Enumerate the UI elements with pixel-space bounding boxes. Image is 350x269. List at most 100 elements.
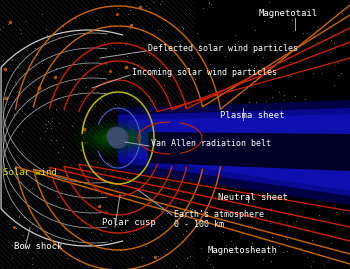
Point [228,175,233,179]
Point [327,49,332,54]
Point [147,53,152,57]
Point [139,255,145,259]
Point [29,222,35,226]
Point [98,232,104,236]
Point [328,37,334,42]
Point [14,82,19,87]
Point [177,200,182,204]
Point [309,238,315,242]
Point [22,238,28,242]
Point [198,246,204,250]
Point [159,142,164,147]
Point [39,12,44,16]
Point [145,197,150,201]
Ellipse shape [102,132,134,144]
Point [294,143,300,147]
Point [124,42,129,46]
Point [0,58,5,62]
Point [60,145,66,149]
Point [2,67,8,71]
Point [0,24,6,29]
Point [44,230,50,234]
Point [142,73,148,78]
Point [183,229,188,233]
Point [283,124,289,128]
Text: Earth's atmosphere: Earth's atmosphere [174,210,264,219]
Point [125,12,131,16]
Point [315,161,321,165]
Point [82,139,88,144]
Ellipse shape [73,119,163,157]
Point [55,195,61,200]
Point [342,114,348,118]
Point [237,247,243,252]
Point [0,27,3,31]
Point [29,256,35,260]
Point [206,89,211,93]
Point [154,125,160,129]
Point [105,72,111,76]
Text: Solar wind: Solar wind [3,168,57,177]
Point [184,11,189,15]
Point [266,0,272,5]
Circle shape [108,128,128,148]
Point [303,97,308,101]
Point [126,136,132,141]
Point [118,248,123,252]
Point [180,189,186,194]
Point [211,133,216,138]
Point [83,85,89,89]
Point [206,0,212,4]
Point [78,148,83,152]
Point [204,108,209,113]
Text: Polar cusp: Polar cusp [102,218,156,227]
Text: Bow shock: Bow shock [14,242,62,251]
Point [159,0,165,3]
Point [173,143,178,147]
Point [12,80,18,84]
Point [97,204,102,208]
Point [264,229,269,233]
Point [24,250,29,254]
Point [257,125,262,129]
Point [22,19,28,23]
Point [209,2,214,6]
Point [9,243,15,247]
Point [88,230,93,234]
Point [158,2,163,6]
Point [16,214,22,218]
Point [270,124,276,129]
Point [11,225,17,229]
Point [331,83,337,87]
Point [145,174,150,178]
Point [9,256,15,261]
Polygon shape [118,100,350,205]
Point [107,179,113,183]
Point [43,27,49,31]
Ellipse shape [94,129,142,147]
Point [260,55,265,59]
Point [329,194,335,199]
Point [180,26,186,30]
Point [189,206,195,211]
Point [57,244,62,248]
Point [142,196,148,200]
Point [162,105,168,109]
Point [138,5,143,9]
Point [45,119,51,123]
Point [255,53,261,57]
Point [210,265,216,269]
Text: 0 - 100 km: 0 - 100 km [174,220,224,229]
Point [152,98,158,103]
Point [280,250,286,254]
Point [124,175,129,179]
Point [153,164,159,168]
Point [205,257,210,262]
Point [249,224,254,228]
Point [232,33,238,37]
Point [158,27,163,32]
Point [187,253,192,258]
Point [297,246,303,250]
Point [311,259,316,263]
Point [78,98,83,103]
